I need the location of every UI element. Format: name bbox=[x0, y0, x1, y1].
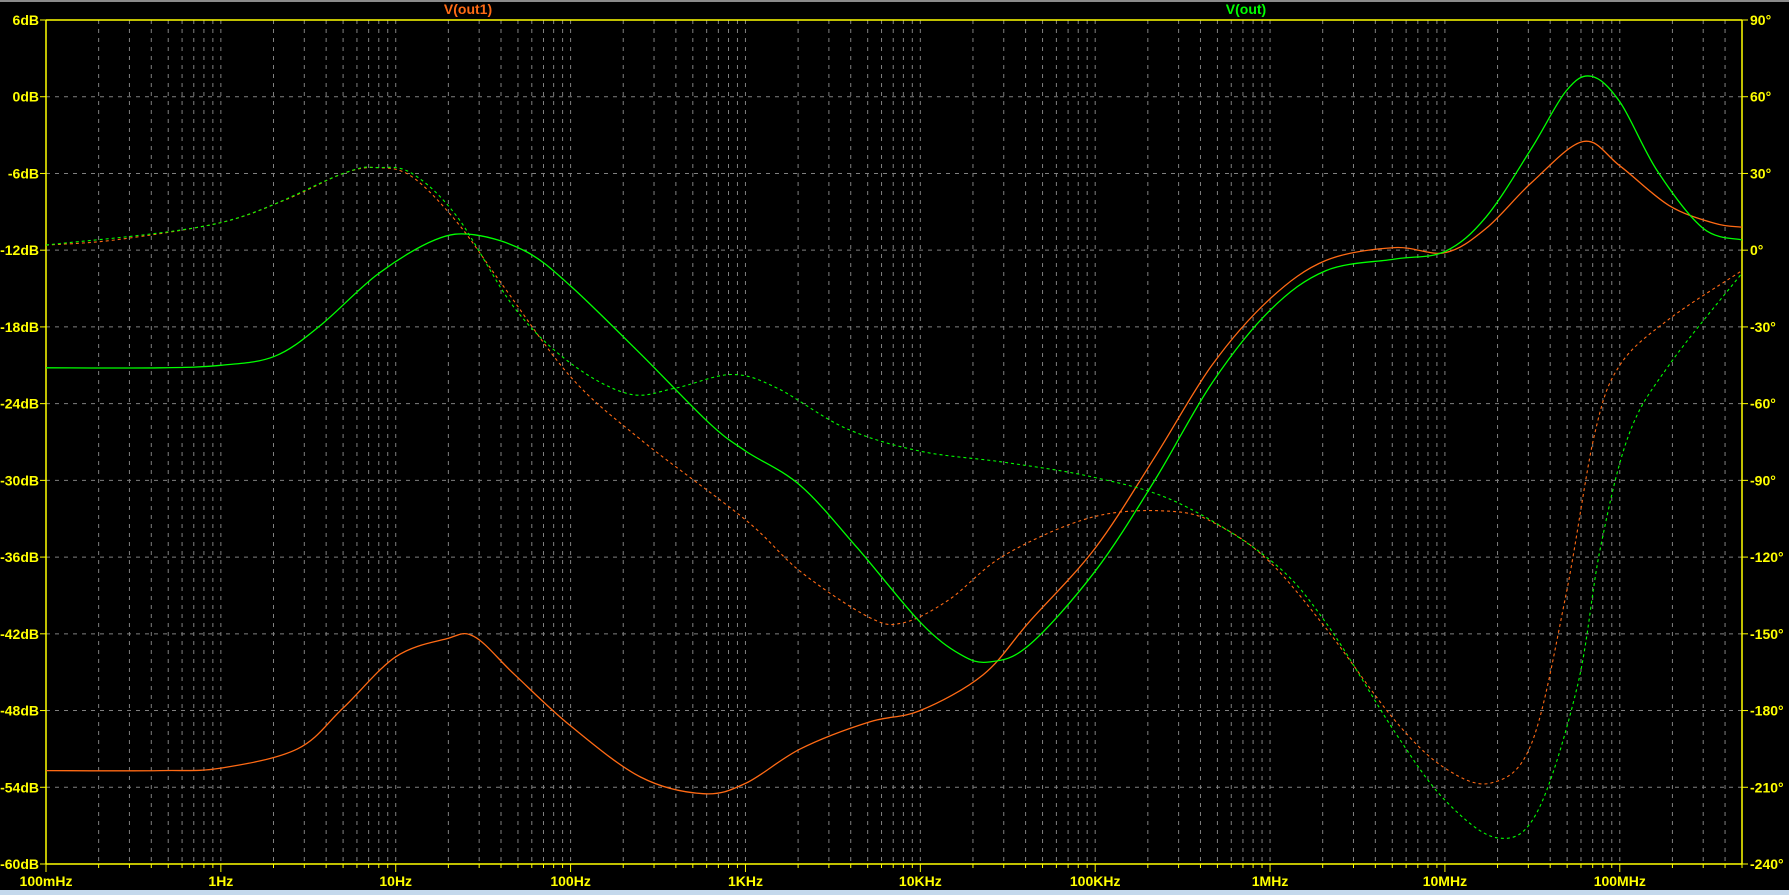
y-axis-right-label: 30° bbox=[1750, 165, 1771, 181]
y-axis-left-label: -48dB bbox=[0, 703, 39, 719]
traces bbox=[45, 75, 1743, 839]
y-axis-right-label: -180° bbox=[1750, 703, 1784, 719]
y-axis-left-label: -30dB bbox=[0, 472, 39, 488]
x-axis-label: 1KHz bbox=[728, 873, 763, 889]
trace-v-out-magnitude bbox=[45, 75, 1743, 663]
x-axis-label: 1MHz bbox=[1252, 873, 1289, 889]
y-axis-right-label: -240° bbox=[1750, 856, 1784, 872]
trace-label-v-out1: V(out1) bbox=[444, 1, 492, 17]
y-axis-right-label: -30° bbox=[1750, 319, 1776, 335]
y-axis-right-label: -120° bbox=[1750, 549, 1784, 565]
y-axis-left-label: -42dB bbox=[0, 626, 39, 642]
y-axis-left-label: -54dB bbox=[0, 779, 39, 795]
x-axis-label: 10Hz bbox=[379, 873, 412, 889]
axes: 6dB 0dB -6dB -12dB -18dB -24dB -30dB -36dB -42dB… bbox=[0, 12, 1784, 889]
y-axis-right-label: -150° bbox=[1750, 626, 1784, 642]
x-axis-label: 100mHz bbox=[20, 873, 73, 889]
x-axis-label: 10KHz bbox=[899, 873, 942, 889]
x-axis-label: 100KHz bbox=[1070, 873, 1121, 889]
trace-v-out-phase bbox=[45, 166, 1743, 839]
x-axis-label: 100MHz bbox=[1594, 873, 1646, 889]
trace-v-out1-magnitude bbox=[45, 140, 1743, 795]
y-axis-right-label: -210° bbox=[1750, 779, 1784, 795]
y-axis-right-label: 0° bbox=[1750, 242, 1763, 258]
x-axis-label: 1Hz bbox=[208, 873, 233, 889]
trace-label-v-out: V(out) bbox=[1226, 1, 1266, 17]
y-axis-right-label: -90° bbox=[1750, 472, 1776, 488]
trace-labels: V(out1) V(out) bbox=[444, 1, 1266, 17]
y-axis-left-label: 6dB bbox=[13, 12, 39, 28]
y-axis-left-label: -6dB bbox=[8, 165, 39, 181]
y-axis-right-label: 60° bbox=[1750, 89, 1771, 105]
y-axis-left-label: -24dB bbox=[0, 396, 39, 412]
y-axis-right-label: -60° bbox=[1750, 396, 1776, 412]
y-axis-left-label: 0dB bbox=[13, 89, 39, 105]
grid bbox=[46, 20, 1742, 864]
y-axis-left-label: -36dB bbox=[0, 549, 39, 565]
window-top-border bbox=[0, 0, 1789, 2]
y-axis-left-label: -60dB bbox=[0, 856, 39, 872]
y-axis-left-label: -12dB bbox=[0, 242, 39, 258]
trace-v-out1-phase bbox=[45, 166, 1743, 785]
x-axis-label: 10MHz bbox=[1423, 873, 1467, 889]
x-axis-label: 100Hz bbox=[550, 873, 590, 889]
y-axis-right-label: 90° bbox=[1750, 12, 1771, 28]
y-axis-left-label: -18dB bbox=[0, 319, 39, 335]
status-bar bbox=[0, 890, 1789, 895]
